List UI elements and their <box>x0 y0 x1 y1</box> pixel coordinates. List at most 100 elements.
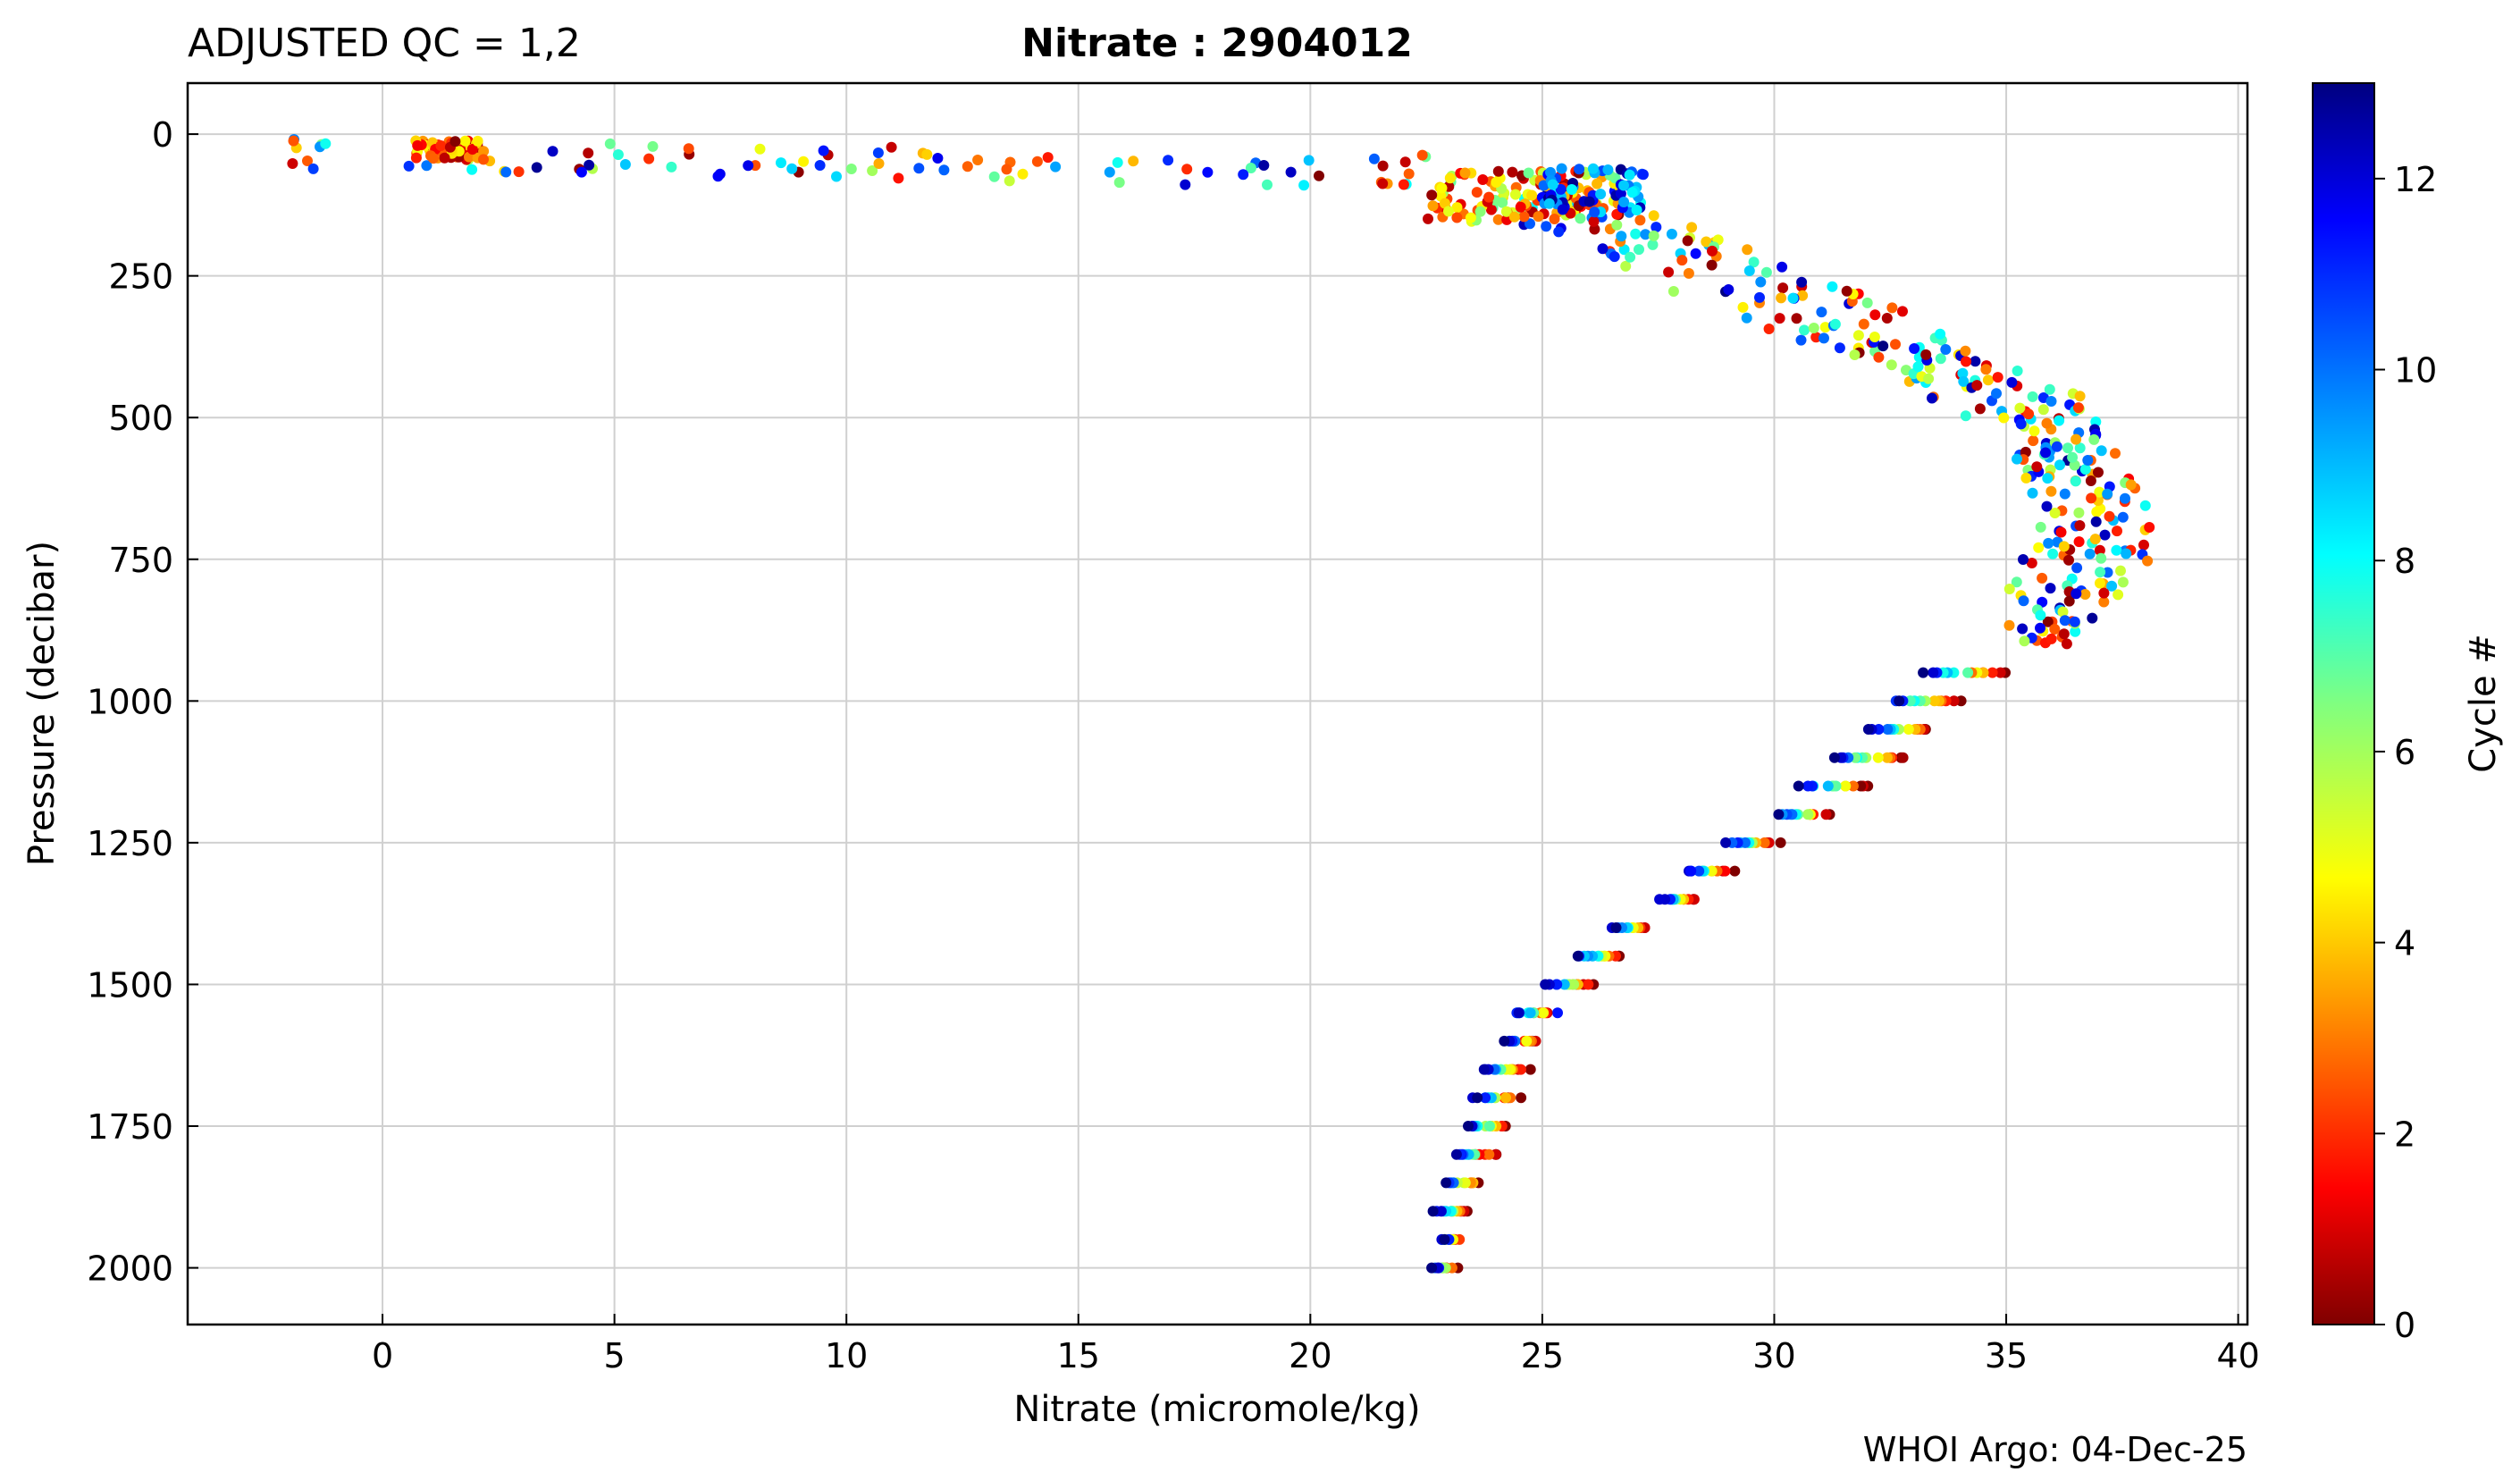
data-point <box>2071 562 2083 574</box>
data-point <box>2112 526 2122 537</box>
data-point <box>1962 667 1974 678</box>
data-point <box>320 138 332 149</box>
data-point <box>1957 367 1969 379</box>
chart-title-left: ADJUSTED QC = 1,2 <box>188 21 581 66</box>
data-point <box>2063 595 2075 607</box>
data-point <box>1648 210 1659 222</box>
data-point <box>814 160 826 171</box>
colorbar-label: Cycle # <box>2463 634 2504 773</box>
data-point <box>1483 1148 1495 1160</box>
data-point <box>1982 374 1994 386</box>
data-point <box>1737 301 1749 313</box>
data-point <box>466 164 478 175</box>
data-point <box>403 160 415 172</box>
x-axis-label: Nitrate (micromole/kg) <box>1013 1389 1420 1430</box>
data-point <box>1426 189 1438 201</box>
data-point <box>1987 667 1998 678</box>
data-point <box>1555 183 1567 195</box>
data-point <box>962 161 973 172</box>
data-point <box>2058 628 2070 640</box>
data-point <box>1858 318 1869 330</box>
data-point <box>1441 1177 1452 1189</box>
data-point <box>1927 392 1937 404</box>
data-point <box>2093 467 2104 478</box>
data-point <box>1298 180 1310 191</box>
data-point <box>1042 152 1054 164</box>
y-tick-label: 750 <box>108 541 173 580</box>
data-point <box>2006 376 2018 388</box>
data-point <box>1541 221 1552 232</box>
data-point <box>2003 584 2015 594</box>
data-point <box>1923 373 1935 384</box>
data-point <box>1426 1262 1438 1274</box>
data-point <box>1961 356 1971 367</box>
colorbar-ticks: 0 2 4 6 8 10 12 <box>2374 160 2437 1345</box>
data-point <box>2120 492 2130 504</box>
data-point <box>1686 222 1698 233</box>
data-point <box>2072 402 2084 414</box>
data-point <box>1791 313 1802 324</box>
data-point <box>2142 555 2154 567</box>
data-point <box>1017 168 1029 180</box>
colorbar-tick-label: 6 <box>2394 733 2415 772</box>
data-point <box>1958 375 1970 387</box>
data-point <box>1763 324 1775 334</box>
data-point <box>2082 455 2094 466</box>
data-point <box>1463 1121 1474 1131</box>
data-point <box>1995 667 2006 678</box>
data-point <box>1609 251 1620 263</box>
data-point <box>1050 161 1062 172</box>
data-point <box>1720 837 1732 848</box>
data-point <box>1572 950 1583 962</box>
data-point <box>1104 166 1115 178</box>
data-point <box>2095 577 2105 589</box>
data-point <box>1238 169 1249 181</box>
data-point <box>2070 626 2081 637</box>
data-point <box>2057 606 2069 618</box>
data-point <box>2027 391 2038 402</box>
data-point <box>584 159 595 171</box>
data-point <box>1693 865 1705 877</box>
data-point <box>2062 442 2073 454</box>
data-point <box>2033 542 2045 553</box>
data-point <box>712 171 724 182</box>
data-point <box>867 165 878 176</box>
data-point <box>1484 1121 1495 1131</box>
data-point <box>1620 260 1632 272</box>
y-tick-label: 2000 <box>87 1249 173 1289</box>
data-point <box>1654 894 1666 905</box>
data-point <box>2018 554 2029 565</box>
data-point <box>1777 261 1788 273</box>
data-point <box>531 162 542 173</box>
data-point <box>1427 1206 1439 1217</box>
y-tick-label: 1500 <box>87 965 173 1005</box>
data-point <box>2044 383 2055 395</box>
data-point <box>845 164 857 174</box>
data-point <box>1525 1064 1536 1075</box>
data-point <box>2095 567 2106 578</box>
data-point <box>466 144 478 155</box>
data-point <box>1303 155 1315 166</box>
data-point <box>2087 612 2098 624</box>
data-point <box>1587 163 1599 174</box>
data-point <box>1525 1007 1536 1019</box>
data-point <box>1743 265 1755 276</box>
data-point <box>2090 516 2102 527</box>
data-point <box>2035 610 2046 621</box>
data-point <box>1368 153 1380 164</box>
data-point <box>872 147 884 158</box>
data-point <box>1992 372 2003 383</box>
colorbar <box>2312 82 2375 1325</box>
data-point <box>1521 1035 1533 1047</box>
data-point <box>1004 175 1015 187</box>
data-point <box>1262 179 1273 190</box>
data-point <box>1181 164 1193 175</box>
data-point <box>1849 349 1861 360</box>
data-point <box>513 166 525 178</box>
data-point <box>1742 244 1753 256</box>
data-point <box>1890 339 1901 350</box>
data-point <box>1920 349 1932 360</box>
x-tick-label: 15 <box>1057 1336 1100 1375</box>
data-point <box>2031 461 2043 473</box>
footer-credit: WHOI Argo: 04-Dec-25 <box>1863 1430 2247 1469</box>
